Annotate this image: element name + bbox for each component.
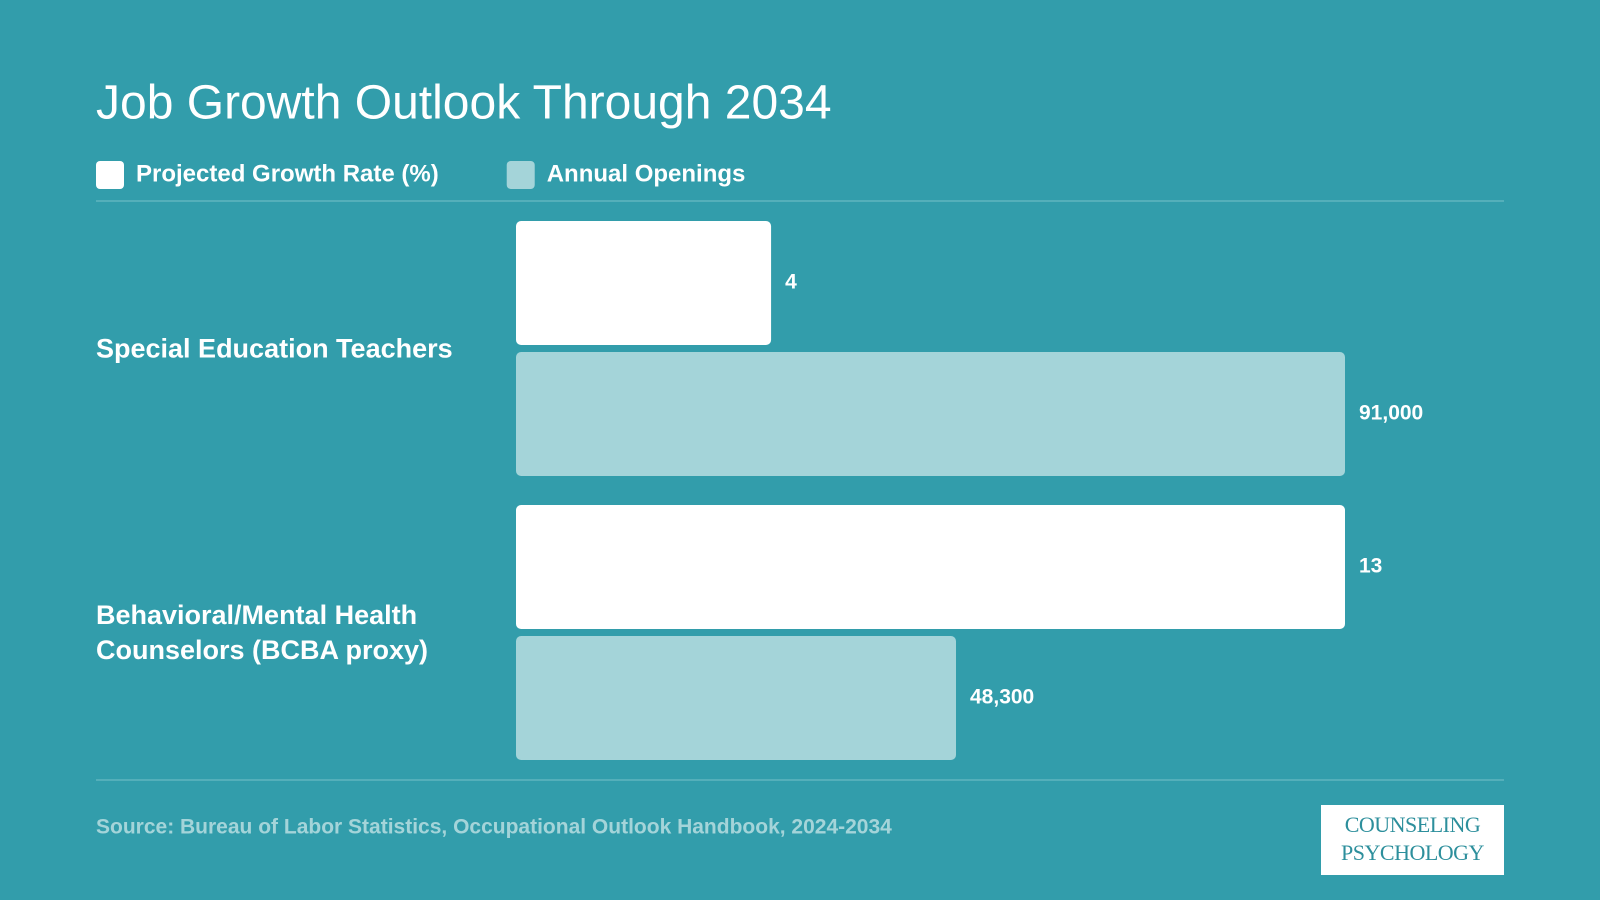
- category-label: Behavioral/Mental Health Counselors (BCB…: [96, 599, 429, 665]
- legend-label: Projected Growth Rate (%): [136, 160, 439, 187]
- source-note: Source: Bureau of Labor Statistics, Occu…: [96, 816, 892, 839]
- legend-label: Annual Openings: [547, 160, 746, 187]
- value-label: 48,300: [970, 686, 1034, 709]
- bar: [516, 505, 1345, 629]
- legend-swatch: [506, 161, 535, 189]
- logo: COUNSELING PSYCHOLOGY: [1321, 805, 1504, 875]
- bar: [516, 636, 957, 760]
- logo-text: PSYCHOLOGY: [1341, 840, 1484, 865]
- logo-text: COUNSELING: [1344, 812, 1481, 837]
- bar: [516, 352, 1345, 476]
- category-label: Special Education Teachers: [96, 333, 453, 363]
- chart-title: Job Growth Outlook Through 2034: [96, 77, 832, 130]
- bar: [516, 221, 772, 345]
- value-label: 4: [785, 271, 797, 294]
- value-label: 13: [1359, 555, 1382, 578]
- legend-swatch: [96, 161, 124, 189]
- value-label: 91,000: [1359, 402, 1423, 425]
